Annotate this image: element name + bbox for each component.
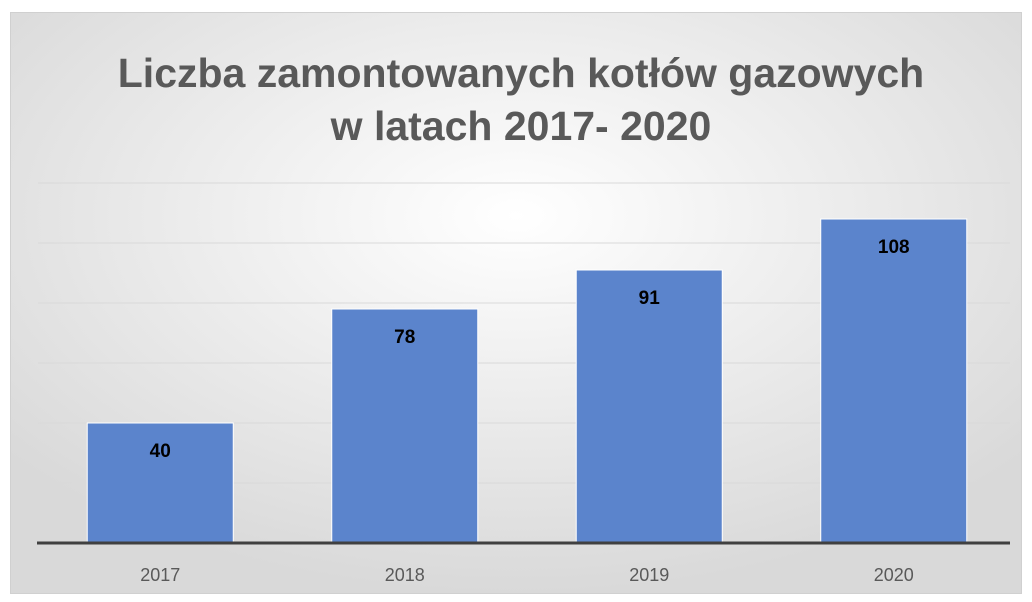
bar [820, 218, 968, 544]
data-label: 78 [394, 327, 415, 348]
chart-title: w latach 2017- 2020 [330, 103, 712, 149]
chart-title: Liczba zamontowanych kotłów gazowych [118, 50, 924, 96]
data-label: 91 [639, 288, 661, 309]
bar [86, 422, 234, 544]
x-tick-label: 2018 [385, 565, 425, 585]
x-tick-label: 2020 [874, 565, 914, 585]
bar [331, 308, 479, 544]
bar [575, 269, 723, 544]
x-tick-label: 2017 [140, 565, 180, 585]
data-label: 40 [150, 441, 171, 462]
data-label: 108 [878, 237, 910, 258]
x-tick-label: 2019 [629, 565, 669, 585]
